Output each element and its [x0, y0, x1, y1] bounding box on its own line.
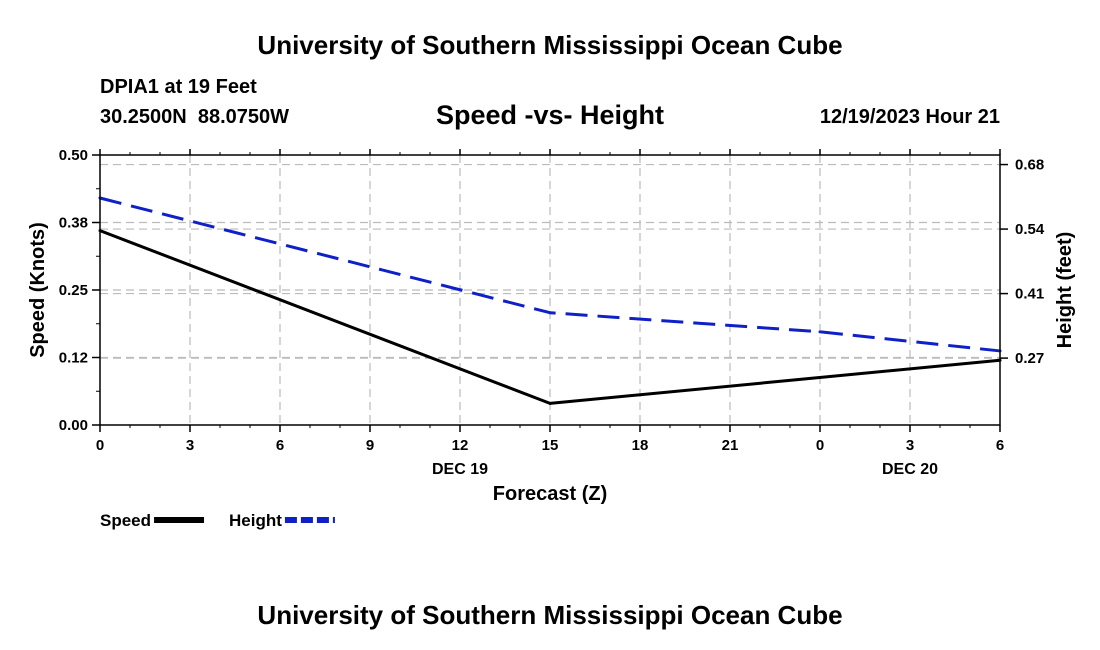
y-tick-label-left: 0.00: [59, 417, 88, 434]
x-tick-label: 18: [632, 437, 649, 454]
grid-lines: [100, 155, 1000, 425]
y-tick-label-left: 0.50: [59, 147, 88, 164]
legend-label-height: Height: [229, 511, 282, 530]
date-label-1: DEC 20: [882, 461, 938, 478]
x-tick-label: 3: [906, 437, 914, 454]
station-label: DPIA1 at 19 Feet: [100, 76, 257, 98]
data-point-height: [548, 311, 552, 315]
y-tick-label-right: 0.54: [1015, 221, 1045, 238]
footer-title: University of Southern Mississippi Ocean…: [257, 600, 843, 630]
x-axis-title: Forecast (Z): [493, 483, 607, 505]
series-line-height: [99, 196, 1001, 353]
x-tick-label: 12: [452, 437, 469, 454]
x-tick-label: 6: [996, 437, 1004, 454]
x-tick-label: 0: [816, 437, 824, 454]
x-tick-label: 6: [276, 437, 284, 454]
y-axis-title-right: Height (feet): [1054, 232, 1076, 349]
coordinates-label: 30.2500N 88.0750W: [100, 106, 290, 128]
date-label: 12/19/2023 Hour 21: [819, 106, 1000, 128]
page-title: University of Southern Mississippi Ocean…: [257, 30, 843, 60]
legend: Speed Height: [100, 511, 335, 530]
y-tick-label-left: 0.12: [59, 350, 88, 367]
x-tick-label: 21: [722, 437, 739, 454]
y-tick-label-left: 0.25: [59, 282, 88, 299]
data-point-speed: [548, 401, 552, 405]
x-tick-label: 3: [186, 437, 194, 454]
y-tick-label-right: 0.68: [1015, 157, 1044, 174]
legend-label-speed: Speed: [100, 511, 151, 530]
x-tick-label: 9: [366, 437, 374, 454]
chart-title: Speed -vs- Height: [435, 100, 665, 130]
y-tick-label-left: 0.38: [59, 215, 88, 232]
y-tick-label-right: 0.27: [1015, 350, 1044, 367]
data-point-height: [818, 330, 822, 334]
x-tick-label: 15: [542, 437, 559, 454]
y-axis-title-left: Speed (Knots): [27, 222, 49, 358]
x-tick-label: 0: [96, 437, 104, 454]
date-label-0: DEC 19: [432, 461, 488, 478]
y-tick-label-right: 0.41: [1015, 286, 1044, 303]
